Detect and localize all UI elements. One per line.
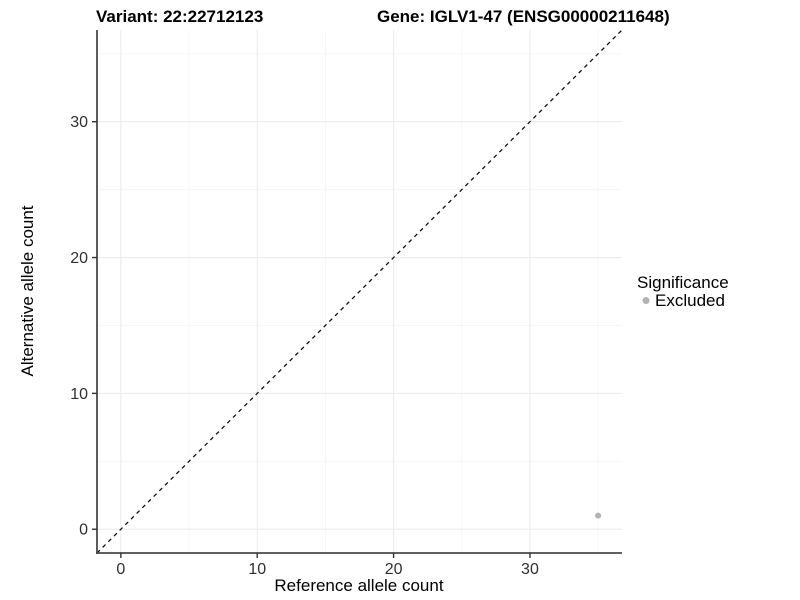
y-tick-label: 30 xyxy=(70,114,88,131)
legend: Significance Excluded xyxy=(637,273,729,310)
title-variant: Variant: 22:22712123 xyxy=(96,7,263,26)
x-tick-label: 0 xyxy=(116,561,125,578)
legend-key-excluded-icon xyxy=(642,297,650,304)
identity-line-layer xyxy=(96,29,623,554)
data-point xyxy=(595,512,602,519)
grid-layer xyxy=(97,30,622,553)
ticks-layer: 0 10 20 30 0 10 20 30 xyxy=(70,114,539,578)
y-tick-label: 10 xyxy=(70,386,88,403)
y-tick-label: 20 xyxy=(70,250,88,267)
x-tick-label: 30 xyxy=(521,561,539,578)
x-axis-title: Reference allele count xyxy=(274,576,443,595)
x-tick-label: 20 xyxy=(385,561,403,578)
y-axis-title: Alternative allele count xyxy=(18,205,37,376)
y-tick-label: 0 xyxy=(79,522,88,539)
points-layer xyxy=(595,512,602,519)
legend-title: Significance xyxy=(637,273,729,292)
legend-label-excluded: Excluded xyxy=(655,291,725,310)
title-gene: Gene: IGLV1-47 (ENSG00000211648) xyxy=(377,7,670,26)
x-tick-label: 10 xyxy=(248,561,266,578)
identity-line xyxy=(96,29,623,554)
axis-layer xyxy=(96,30,622,554)
